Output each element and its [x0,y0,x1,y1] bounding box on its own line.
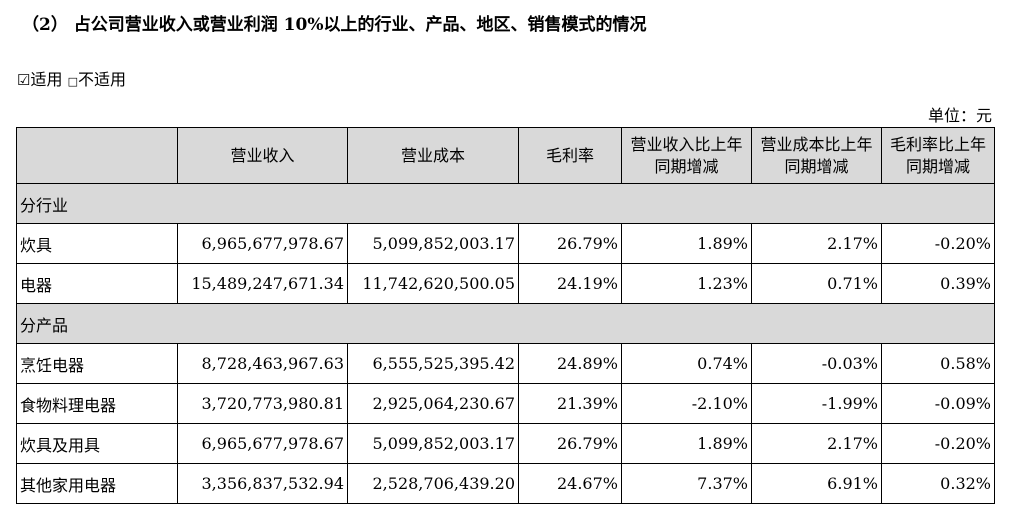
header-cost-change: 营业成本比上年同期增减 [751,127,882,184]
table-row: 食物料理电器 3,720,773,980.81 2,925,064,230.67… [16,383,995,424]
revenue-change-cell: 1.23% [621,263,752,304]
row-name: 炊具 [16,223,178,264]
cost-cell: 5,099,852,003.17 [347,223,519,264]
margin-cell: 26.79% [518,223,622,264]
margin-change-cell: 0.39% [881,263,995,304]
header-revenue: 营业收入 [177,127,348,184]
cost-cell: 11,742,620,500.05 [347,263,519,304]
revenue-cell: 8,728,463,967.63 [177,343,348,384]
revenue-table: 营业收入 营业成本 毛利率 营业收入比上年同期增减 营业成本比上年同期增减 毛利… [16,127,995,504]
table-row: 电器 15,489,247,671.34 11,742,620,500.05 2… [16,263,995,304]
row-name: 食物料理电器 [16,383,178,424]
table-row: 炊具及用具 6,965,677,978.67 5,099,852,003.17 … [16,423,995,464]
applicable-label: 适用 [30,70,63,89]
margin-change-cell: -0.20% [881,423,995,464]
table-row: 炊具 6,965,677,978.67 5,099,852,003.17 26.… [16,223,995,264]
cost-change-cell: 0.71% [751,263,882,304]
revenue-change-cell: 1.89% [621,223,752,264]
cost-change-cell: 2.17% [751,223,882,264]
checked-box-icon: ☑ [17,71,31,89]
section-row: 分行业 [16,183,995,224]
cost-change-cell: -0.03% [751,343,882,384]
unchecked-box-icon: □ [67,75,78,88]
margin-change-cell: -0.09% [881,383,995,424]
revenue-change-cell: 1.89% [621,423,752,464]
cost-change-cell: -1.99% [751,383,882,424]
row-name: 烹饪电器 [16,343,178,384]
revenue-change-cell: -2.10% [621,383,752,424]
not-applicable-label: 不适用 [77,70,126,89]
revenue-cell: 3,356,837,532.94 [177,463,348,504]
header-revenue-change: 营业收入比上年同期增减 [621,127,752,184]
table-row: 烹饪电器 8,728,463,967.63 6,555,525,395.42 2… [16,343,995,384]
margin-cell: 24.89% [518,343,622,384]
margin-cell: 21.39% [518,383,622,424]
table-body: 分行业 炊具 6,965,677,978.67 5,099,852,003.17… [16,183,995,504]
revenue-change-cell: 7.37% [621,463,752,504]
row-name: 炊具及用具 [16,423,178,464]
cost-cell: 6,555,525,395.42 [347,343,519,384]
applicability-options: ☑适用 □不适用 [17,66,126,90]
revenue-change-cell: 0.74% [621,343,752,384]
margin-change-cell: 0.58% [881,343,995,384]
section-title: 分行业 [16,183,995,224]
margin-change-cell: -0.20% [881,223,995,264]
cost-cell: 2,925,064,230.67 [347,383,519,424]
header-cost: 营业成本 [347,127,519,184]
table-header-row: 营业收入 营业成本 毛利率 营业收入比上年同期增减 营业成本比上年同期增减 毛利… [16,127,995,184]
margin-cell: 24.19% [518,263,622,304]
revenue-cell: 3,720,773,980.81 [177,383,348,424]
revenue-cell: 6,965,677,978.67 [177,423,348,464]
revenue-cell: 15,489,247,671.34 [177,263,348,304]
table-row: 其他家用电器 3,356,837,532.94 2,528,706,439.20… [16,463,995,504]
row-name: 电器 [16,263,178,304]
unit-label: 单位：元 [927,106,992,125]
cost-cell: 5,099,852,003.17 [347,423,519,464]
margin-cell: 24.67% [518,463,622,504]
section-heading: （2） 占公司营业收入或营业利润 10%以上的行业、产品、地区、销售模式的情况 [22,15,647,35]
cost-cell: 2,528,706,439.20 [347,463,519,504]
header-cell-empty [16,127,178,184]
cost-change-cell: 6.91% [751,463,882,504]
section-row: 分产品 [16,303,995,344]
cost-change-cell: 2.17% [751,423,882,464]
header-margin-change: 毛利率比上年同期增减 [881,127,995,184]
margin-cell: 26.79% [518,423,622,464]
section-title: 分产品 [16,303,995,344]
revenue-cell: 6,965,677,978.67 [177,223,348,264]
row-name: 其他家用电器 [16,463,178,504]
header-gross-margin: 毛利率 [518,127,622,184]
margin-change-cell: 0.32% [881,463,995,504]
